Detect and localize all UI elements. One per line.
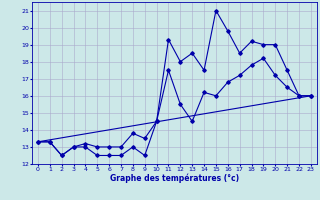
X-axis label: Graphe des températures (°c): Graphe des températures (°c)	[110, 173, 239, 183]
